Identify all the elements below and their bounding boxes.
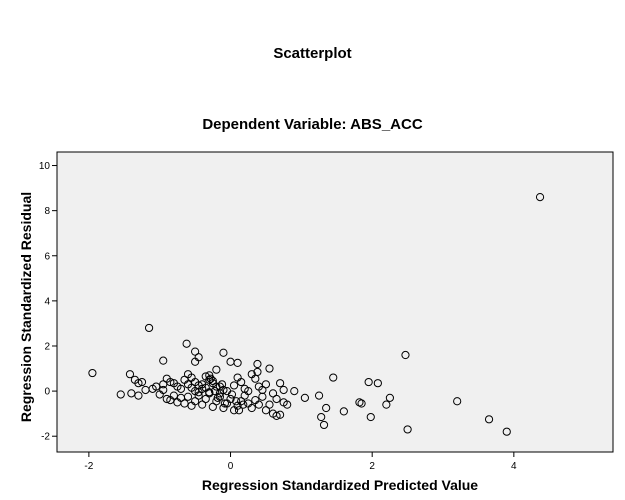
data-point xyxy=(254,400,263,409)
y-tick-label: 10 xyxy=(39,161,51,172)
data-point xyxy=(319,420,329,430)
data-point xyxy=(290,386,299,396)
data-point xyxy=(159,356,168,365)
data-point xyxy=(191,386,200,396)
data-point xyxy=(220,399,229,408)
data-point xyxy=(88,368,97,378)
data-point xyxy=(339,407,348,416)
chart-title: Scatterplot xyxy=(273,45,352,62)
data-point xyxy=(265,364,274,373)
data-point xyxy=(144,323,154,333)
x-axis-label: Regression Standardized Predicted Value xyxy=(202,477,478,493)
data-point xyxy=(382,400,391,409)
x-tick-label: 0 xyxy=(228,461,234,472)
data-point xyxy=(329,373,338,382)
data-point xyxy=(162,394,171,404)
x-axis-ticks: -2 0 2 4 xyxy=(84,452,517,472)
data-point xyxy=(210,386,220,396)
data-point xyxy=(229,381,239,390)
data-point xyxy=(233,358,242,368)
chart-subtitle: Dependent Variable: ABS_ACC xyxy=(202,116,423,133)
data-point xyxy=(385,393,394,402)
data-point xyxy=(535,193,545,202)
data-point xyxy=(194,388,203,397)
data-point xyxy=(182,339,191,348)
data-point xyxy=(183,392,193,401)
data-point xyxy=(357,399,366,408)
data-point xyxy=(219,348,228,357)
data-point xyxy=(355,398,364,407)
data-point xyxy=(403,425,412,434)
x-tick-label: -2 xyxy=(84,461,93,472)
data-point xyxy=(226,394,235,404)
data-point xyxy=(314,391,324,400)
data-point xyxy=(502,427,511,436)
data-point xyxy=(116,390,125,399)
data-point xyxy=(366,412,375,422)
data-point xyxy=(237,377,246,387)
data-point xyxy=(125,370,135,379)
y-tick-label: -2 xyxy=(41,432,50,443)
data-point xyxy=(127,389,136,398)
data-point xyxy=(239,400,248,409)
data-point xyxy=(300,393,309,402)
data-point xyxy=(322,403,331,413)
data-point xyxy=(215,392,225,401)
data-point xyxy=(484,415,494,424)
data-point xyxy=(265,400,274,409)
data-point xyxy=(152,382,161,391)
y-axis-label: Regression Standardized Residual xyxy=(18,192,34,422)
data-point xyxy=(206,374,215,383)
data-point xyxy=(134,391,143,400)
data-point xyxy=(205,388,214,397)
data-point xyxy=(276,379,285,388)
data-point xyxy=(272,411,281,421)
y-tick-label: 2 xyxy=(44,341,50,352)
data-point xyxy=(194,353,203,362)
data-point xyxy=(364,377,373,387)
data-point xyxy=(180,399,189,408)
data-point xyxy=(217,380,227,389)
y-tick-label: 0 xyxy=(44,387,50,398)
data-point xyxy=(169,391,178,400)
data-point xyxy=(401,350,410,360)
plot-area xyxy=(56,151,614,453)
data-point xyxy=(234,406,244,415)
y-tick-label: 4 xyxy=(44,296,50,307)
y-axis-ticks: -2 0 2 4 6 8 10 xyxy=(39,161,57,443)
data-point xyxy=(227,390,237,399)
data-point xyxy=(212,365,221,374)
data-point xyxy=(232,397,241,406)
data-point xyxy=(134,379,143,388)
y-tick-label: 8 xyxy=(44,206,50,217)
data-point xyxy=(453,397,462,406)
data-point xyxy=(141,385,150,395)
data-point xyxy=(213,393,222,402)
data-point xyxy=(166,377,175,387)
data-point xyxy=(215,389,225,398)
data-point xyxy=(373,379,382,388)
data-point xyxy=(261,380,271,389)
data-point xyxy=(137,377,147,387)
data-point xyxy=(251,374,260,383)
data-point xyxy=(212,382,221,391)
data-point xyxy=(247,403,256,413)
data-point xyxy=(279,398,288,407)
data-point xyxy=(159,385,168,395)
data-point xyxy=(253,359,262,369)
x-tick-label: 4 xyxy=(511,461,517,472)
data-point xyxy=(258,392,267,401)
data-point xyxy=(317,412,326,422)
x-tick-label: 2 xyxy=(369,461,375,472)
data-point xyxy=(279,385,288,395)
data-point xyxy=(176,384,186,393)
data-points xyxy=(88,193,545,436)
data-point xyxy=(276,410,285,419)
data-point xyxy=(240,391,249,400)
y-tick-label: 6 xyxy=(44,251,50,262)
data-point xyxy=(272,394,281,404)
